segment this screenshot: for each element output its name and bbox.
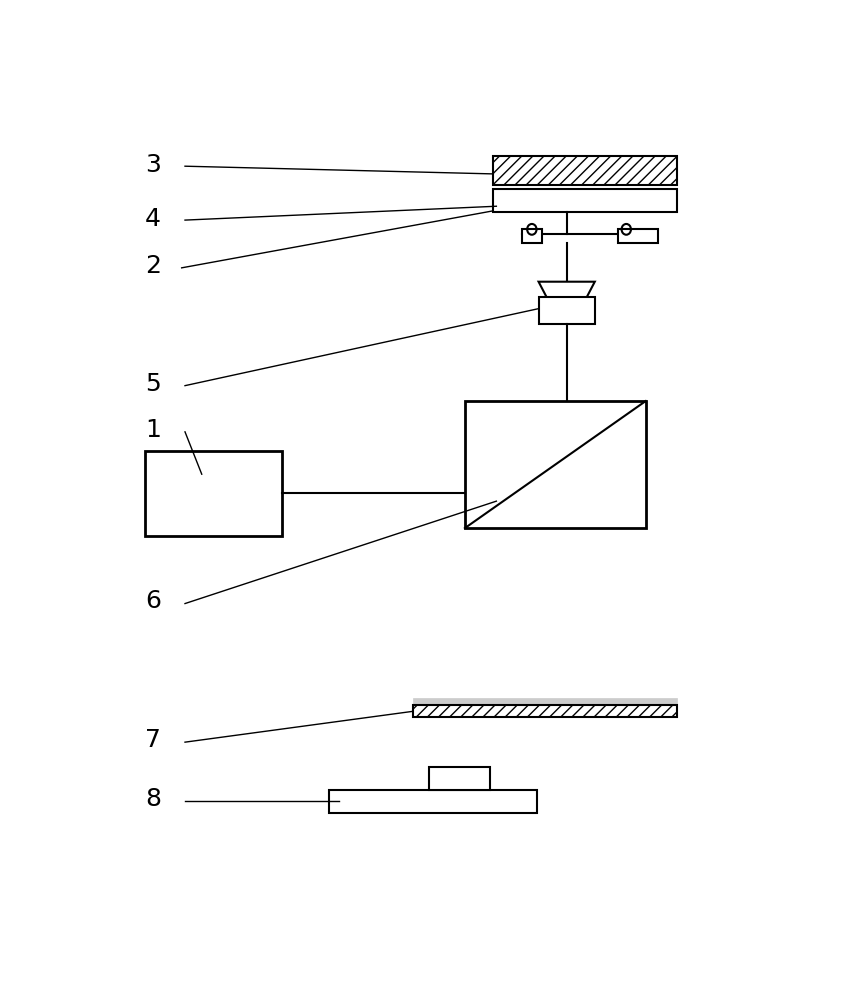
Text: 1: 1 <box>145 418 161 442</box>
Bar <box>465 401 645 528</box>
Bar <box>493 189 677 212</box>
Text: 7: 7 <box>145 728 161 752</box>
Text: 3: 3 <box>145 153 161 177</box>
Bar <box>538 297 594 324</box>
Bar <box>413 705 677 717</box>
Bar <box>493 156 677 185</box>
Bar <box>429 767 490 790</box>
Text: 4: 4 <box>145 207 161 231</box>
Bar <box>329 790 537 813</box>
Bar <box>413 698 677 705</box>
Bar <box>145 451 282 536</box>
Text: 2: 2 <box>145 254 161 278</box>
Bar <box>522 229 542 243</box>
Text: 5: 5 <box>145 372 161 396</box>
Bar <box>619 229 658 243</box>
Text: 6: 6 <box>145 589 161 613</box>
Text: 8: 8 <box>145 787 161 811</box>
Polygon shape <box>538 282 594 297</box>
